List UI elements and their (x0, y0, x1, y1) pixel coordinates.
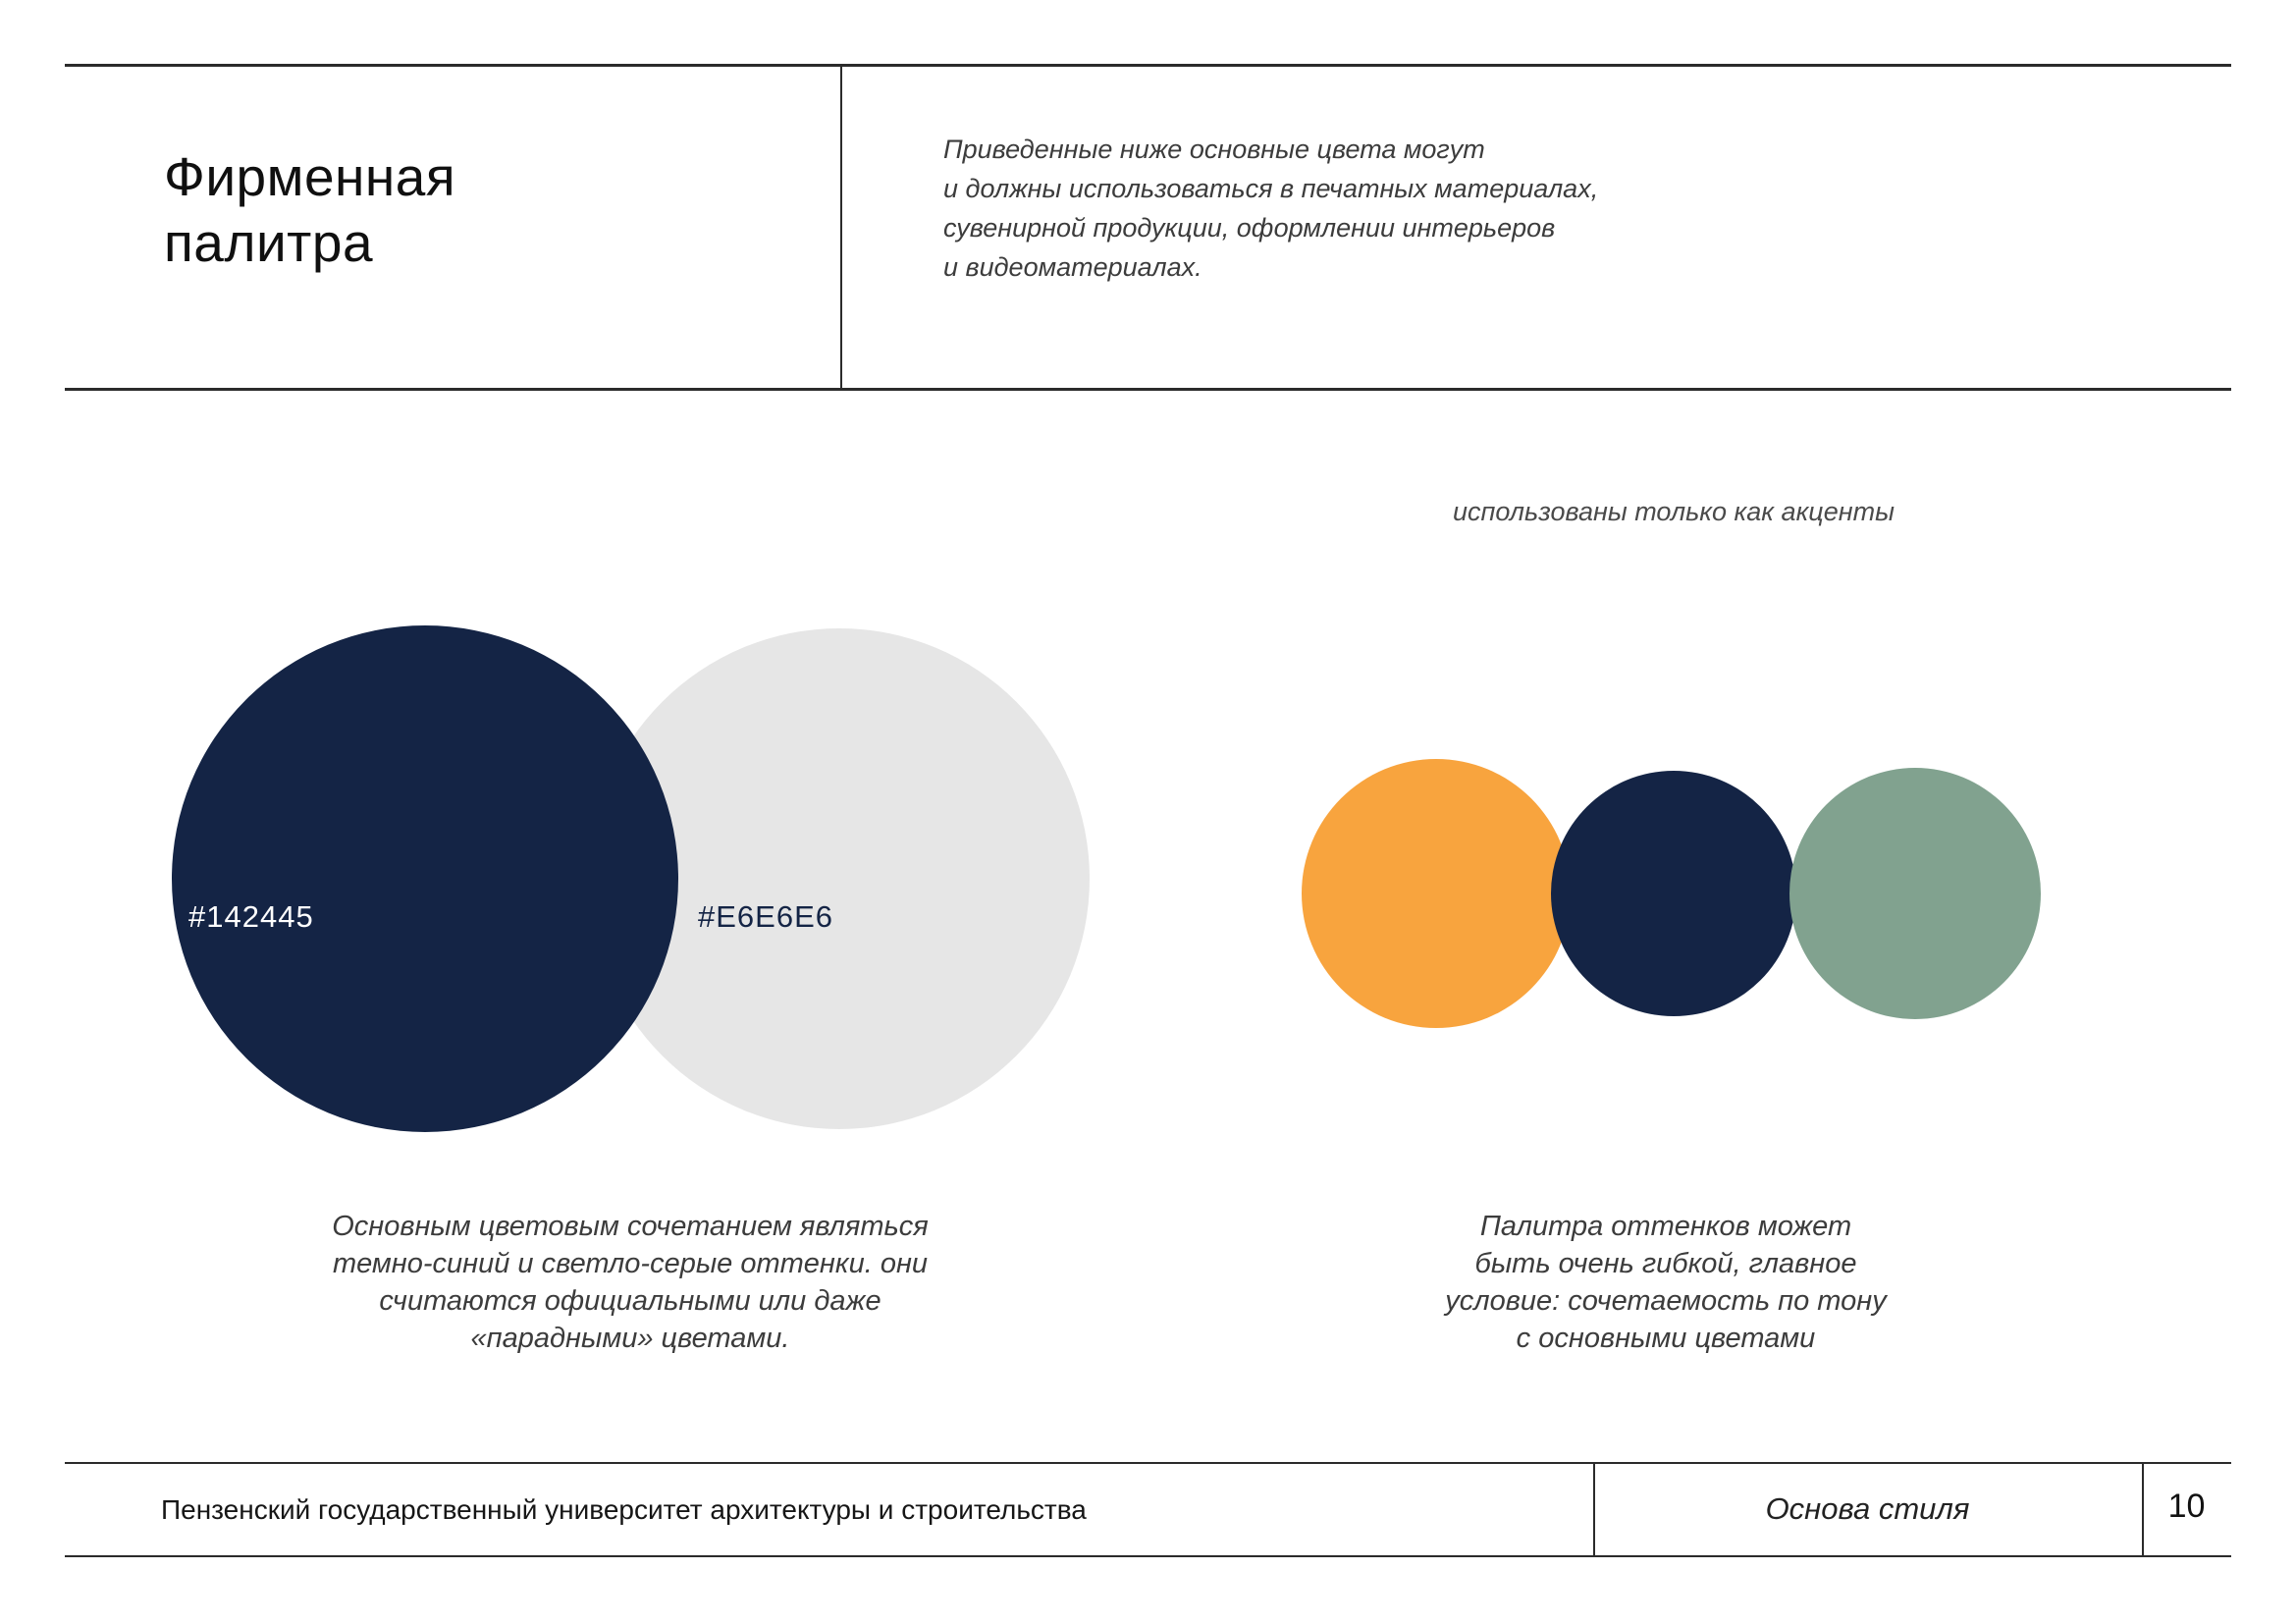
header-top-rule (65, 64, 2231, 67)
accents-caption: Палитра оттенков может быть очень гибкой… (1445, 1211, 1887, 1354)
header-bottom-rule (65, 388, 2231, 391)
footer-top-rule (65, 1462, 2231, 1464)
accent-circle-orange (1302, 759, 1571, 1028)
accent-circle-navy (1551, 771, 1796, 1016)
footer-page-number: 10 (2167, 1488, 2206, 1525)
primary-caption: Основным цветовым сочетанием являться те… (332, 1211, 929, 1354)
hex-label-gray: #E6E6E6 (698, 899, 833, 934)
accents-note: использованы только как акценты (1453, 497, 1895, 526)
hex-label-navy: #142445 (188, 899, 314, 934)
header-description: Приведенные ниже основные цвета могут и … (943, 135, 1599, 282)
header-divider (840, 64, 842, 391)
footer-section-label: Основа стиля (1765, 1491, 1970, 1526)
footer-divider-left (1593, 1462, 1595, 1557)
accent-circle-green (1789, 768, 2041, 1019)
footer-divider-right (2142, 1462, 2144, 1557)
footer-bottom-rule (65, 1555, 2231, 1557)
footer-organization: Пензенский государственный университет а… (161, 1494, 1087, 1525)
page-title: Фирменная палитра (164, 146, 456, 273)
primary-color-circle-navy (172, 625, 678, 1132)
